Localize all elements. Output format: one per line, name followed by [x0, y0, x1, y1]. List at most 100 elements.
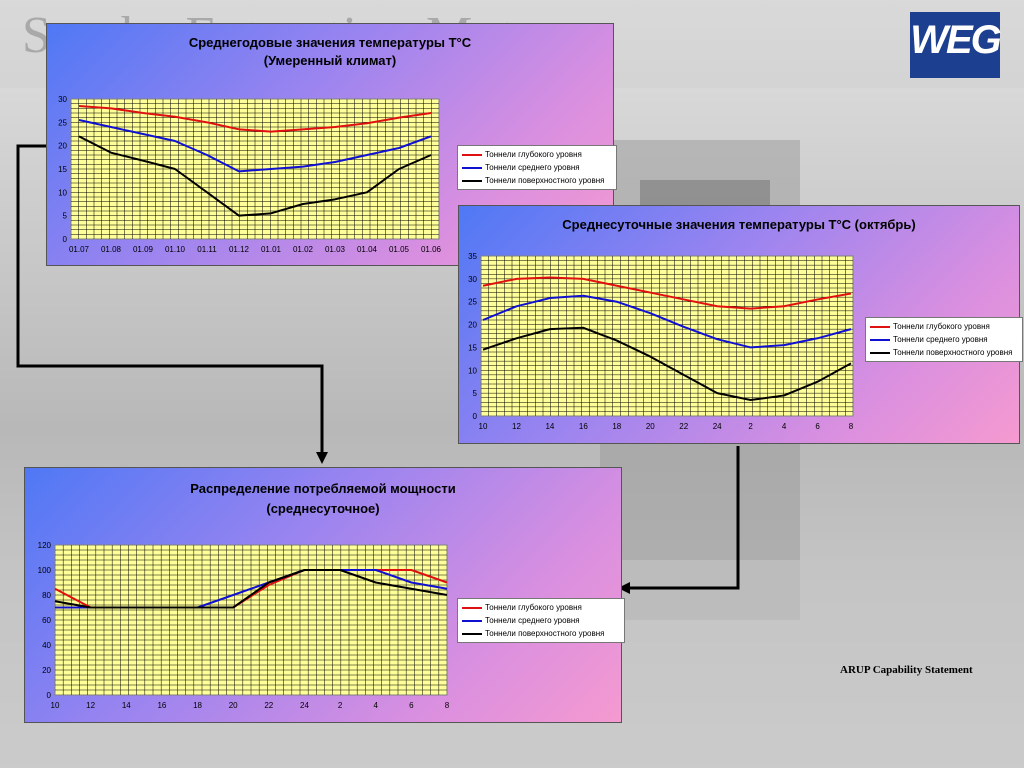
x-tick-label: 22: [264, 701, 273, 710]
x-tick-label: 2: [748, 422, 753, 431]
x-tick-label: 4: [782, 422, 787, 431]
y-tick-label: 60: [42, 616, 51, 625]
series-line-medium: [78, 119, 432, 173]
y-tick-label: 20: [468, 321, 477, 330]
series-line-deep: [482, 276, 852, 310]
y-tick-label: 25: [468, 298, 477, 307]
series-line-surface: [54, 569, 448, 609]
x-tick-label: 01.03: [325, 245, 346, 254]
y-tick-label: 30: [468, 275, 477, 284]
x-tick-label: 01.02: [293, 245, 314, 254]
chart-panel-october: Среднесуточные значения температуры T°С …: [458, 205, 1023, 444]
x-tick-label: 20: [646, 422, 655, 431]
x-tick-label: 01.11: [197, 245, 217, 254]
chart-title: Распределение потребляемой мощности: [190, 481, 456, 496]
x-tick-label: 01.08: [101, 245, 122, 254]
x-tick-label: 22: [679, 422, 688, 431]
y-tick-label: 20: [42, 666, 51, 675]
y-tick-label: 0: [63, 235, 68, 244]
series-line-medium: [482, 294, 852, 349]
x-tick-label: 24: [300, 701, 309, 710]
legend-label-surface: Тоннели поверхностного уровня: [485, 629, 605, 638]
series-line-surface: [482, 326, 852, 401]
chart-subtitle: (Умеренный климат): [263, 53, 397, 68]
legend-label-deep: Тоннели глубокого уровня: [893, 322, 990, 331]
chart-title: Среднегодовые значения температуры T°С: [188, 35, 472, 50]
legend-label-surface: Тоннели поверхностного уровня: [893, 348, 1013, 357]
x-tick-label: 01.06: [421, 245, 442, 254]
legend-item-medium: Тоннели среднего уровня: [870, 333, 1018, 346]
y-tick-label: 10: [58, 188, 67, 197]
logo-text: WEG: [910, 18, 1002, 62]
chart-panel-power: Распределение потребляемой мощности (сре…: [24, 467, 625, 723]
x-tick-label: 12: [512, 422, 521, 431]
x-tick-label: 8: [849, 422, 854, 431]
legend-swatch-deep: [462, 606, 482, 609]
x-tick-label: 01.10: [165, 245, 186, 254]
y-tick-label: 20: [58, 142, 67, 151]
legend-label-surface: Тоннели поверхностного уровня: [485, 176, 605, 185]
legend-swatch-surface: [462, 179, 482, 182]
x-tick-label: 14: [545, 422, 554, 431]
x-tick-label: 4: [374, 701, 379, 710]
legend-item-surface: Тоннели поверхностного уровня: [462, 174, 612, 187]
y-tick-label: 80: [42, 591, 51, 600]
x-tick-label: 24: [713, 422, 722, 431]
y-tick-label: 35: [468, 252, 477, 261]
x-tick-label: 01.05: [389, 245, 410, 254]
legend-item-deep: Тоннели глубокого уровня: [870, 320, 1018, 333]
chart-legend: Тоннели глубокого уровня Тоннели среднег…: [865, 317, 1023, 362]
legend-item-deep: Тоннели глубокого уровня: [462, 601, 620, 614]
legend-item-surface: Тоннели поверхностного уровня: [462, 627, 620, 640]
legend-swatch-deep: [870, 325, 890, 328]
y-tick-label: 15: [58, 165, 67, 174]
legend-swatch-medium: [462, 166, 482, 169]
y-tick-label: 30: [58, 95, 67, 104]
x-tick-label: 18: [612, 422, 621, 431]
legend-label-medium: Тоннели среднего уровня: [893, 335, 988, 344]
series-line-surface: [78, 135, 432, 217]
legend-label-deep: Тоннели глубокого уровня: [485, 603, 582, 612]
x-tick-label: 14: [122, 701, 131, 710]
x-tick-label: 10: [479, 422, 488, 431]
y-tick-label: 0: [47, 691, 52, 700]
y-tick-label: 10: [468, 366, 477, 375]
legend-item-deep: Тоннели глубокого уровня: [462, 148, 612, 161]
x-tick-label: 16: [157, 701, 166, 710]
chart-legend: Тоннели глубокого уровня Тоннели среднег…: [457, 598, 625, 643]
x-tick-label: 01.04: [357, 245, 378, 254]
y-tick-label: 5: [473, 389, 478, 398]
series-line-deep: [78, 105, 432, 133]
chart-legend: Тоннели глубокого уровня Тоннели среднег…: [457, 145, 617, 190]
x-tick-label: 16: [579, 422, 588, 431]
x-tick-label: 01.12: [229, 245, 250, 254]
y-tick-label: 40: [42, 641, 51, 650]
chart-plot-annual: 0 5 10 15 20 25 30 01.07 01.08 01.09 01.10 01.11 01.…: [58, 95, 442, 254]
legend-swatch-medium: [870, 338, 890, 341]
x-tick-label: 10: [51, 701, 60, 710]
chart-title: Среднесуточные значения температуры T°С …: [562, 217, 916, 232]
legend-label-medium: Тоннели среднего уровня: [485, 163, 580, 172]
y-tick-label: 0: [473, 412, 478, 421]
x-tick-label: 8: [445, 701, 450, 710]
legend-item-medium: Тоннели среднего уровня: [462, 614, 620, 627]
y-tick-label: 5: [63, 212, 68, 221]
y-tick-label: 25: [58, 118, 67, 127]
x-tick-label: 6: [815, 422, 820, 431]
y-tick-label: 100: [38, 566, 52, 575]
legend-item-surface: Тоннели поверхностного уровня: [870, 346, 1018, 359]
x-tick-label: 01.01: [261, 245, 282, 254]
legend-swatch-deep: [462, 153, 482, 156]
x-tick-label: 01.07: [69, 245, 90, 254]
y-tick-label: 120: [38, 541, 52, 550]
x-tick-label: 2: [338, 701, 343, 710]
legend-swatch-medium: [462, 619, 482, 622]
x-tick-label: 18: [193, 701, 202, 710]
legend-label-medium: Тоннели среднего уровня: [485, 616, 580, 625]
footer-note: ARUP Capability Statement: [840, 664, 973, 676]
legend-label-deep: Тоннели глубокого уровня: [485, 150, 582, 159]
x-tick-label: 20: [229, 701, 238, 710]
